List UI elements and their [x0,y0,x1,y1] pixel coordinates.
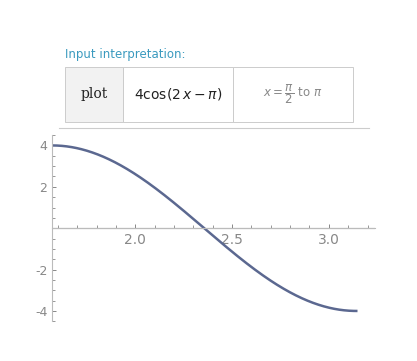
Text: Plot:: Plot: [65,144,91,157]
Bar [65,67,123,122]
Text: plot: plot [80,87,108,101]
Text: $x = \dfrac{\pi}{2}\ \mathrm{to}\ \pi$: $x = \dfrac{\pi}{2}\ \mathrm{to}\ \pi$ [263,82,322,106]
Text: Input interpretation:: Input interpretation: [65,48,186,61]
Bar [233,67,353,122]
Text: $4\cos(2\,x-\pi)$: $4\cos(2\,x-\pi)$ [134,86,222,102]
Bar [123,67,233,122]
